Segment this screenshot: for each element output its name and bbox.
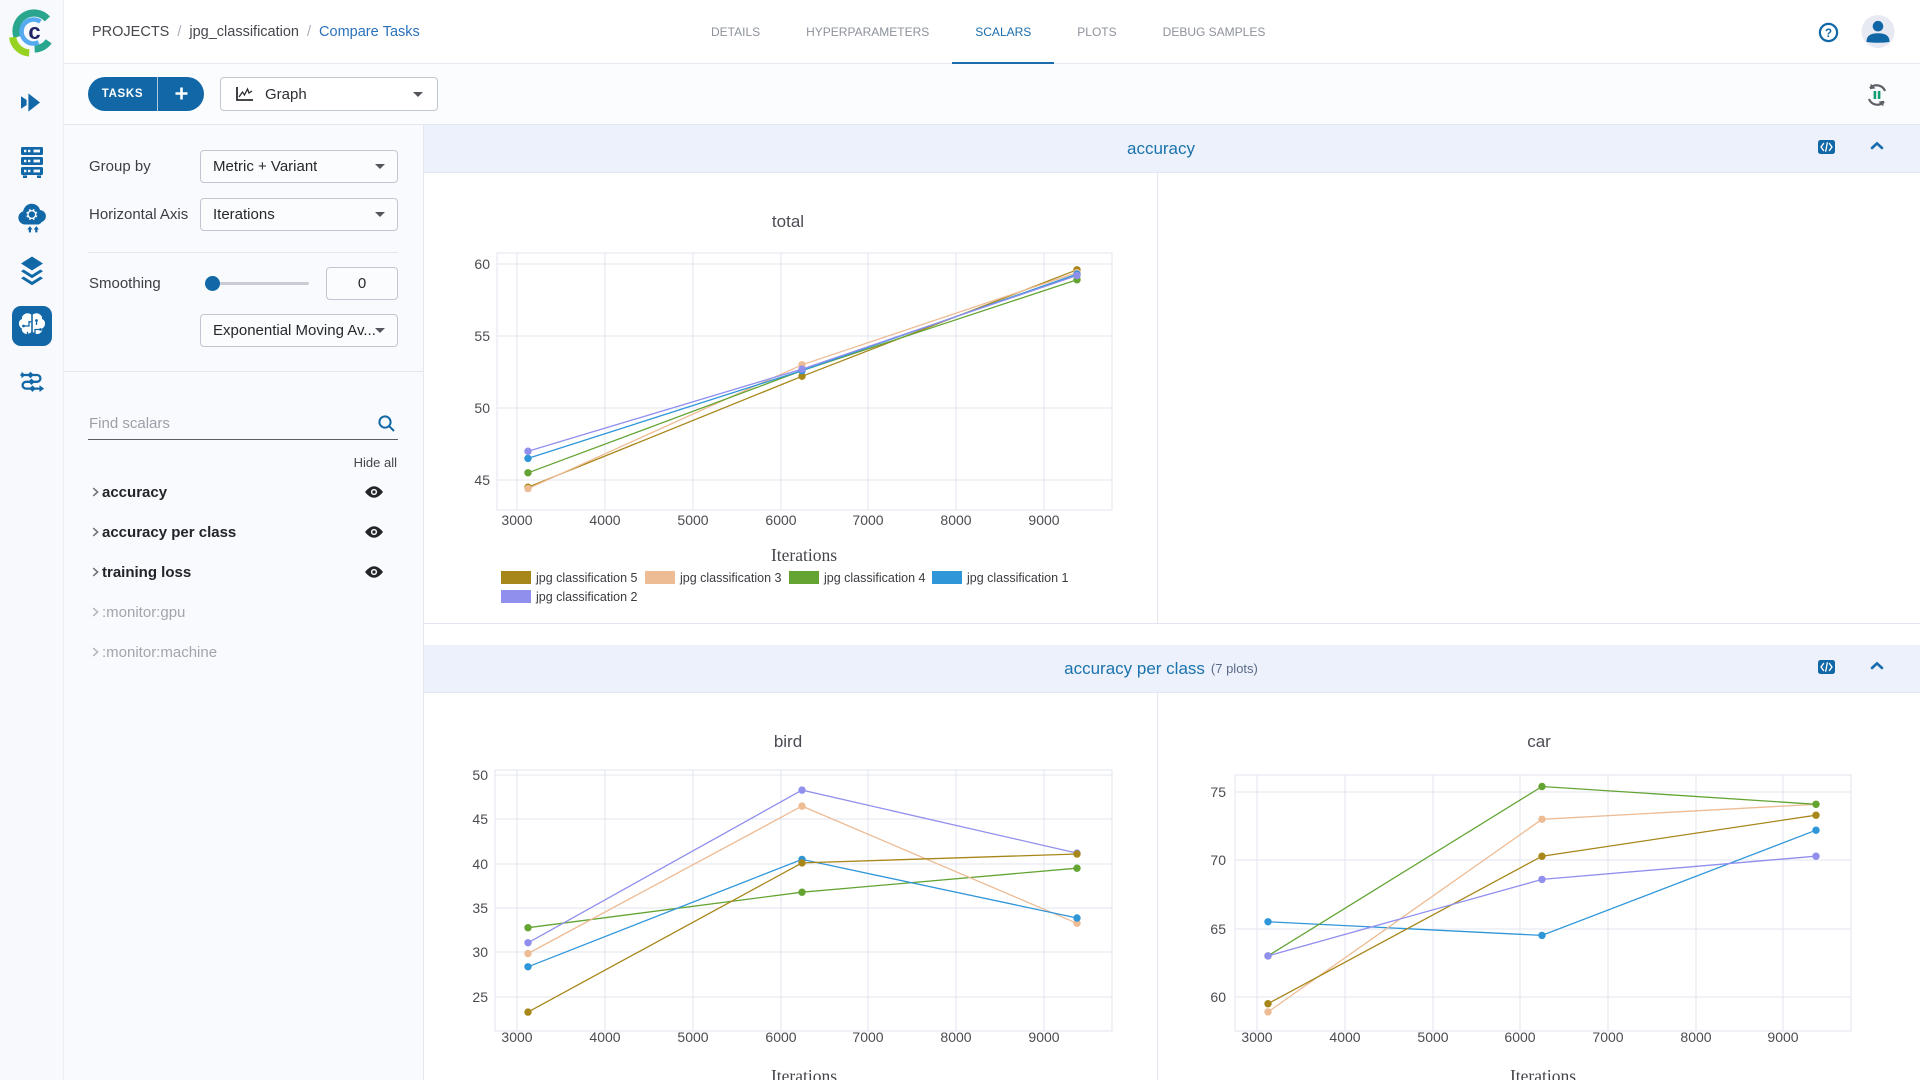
svg-text:8000: 8000 <box>1680 1029 1711 1045</box>
svg-text:70: 70 <box>1210 852 1226 868</box>
svg-text:8000: 8000 <box>940 512 971 528</box>
svg-text:6000: 6000 <box>1504 1029 1535 1045</box>
svg-text:9000: 9000 <box>1028 1029 1059 1045</box>
svg-text:60: 60 <box>474 256 490 272</box>
svg-text:4000: 4000 <box>589 512 620 528</box>
svg-text:Iterations: Iterations <box>771 545 837 565</box>
svg-text:9000: 9000 <box>1767 1029 1798 1045</box>
svg-text:65: 65 <box>1210 921 1226 937</box>
svg-text:7000: 7000 <box>852 512 883 528</box>
svg-text:6000: 6000 <box>765 512 796 528</box>
svg-text:jpg classification 4: jpg classification 4 <box>823 571 925 585</box>
svg-text:5000: 5000 <box>677 512 708 528</box>
svg-text:3000: 3000 <box>501 512 532 528</box>
svg-text:6000: 6000 <box>765 1029 796 1045</box>
svg-text:30: 30 <box>472 944 488 960</box>
svg-text:50: 50 <box>472 767 488 783</box>
svg-text:5000: 5000 <box>677 1029 708 1045</box>
svg-text:55: 55 <box>474 328 490 344</box>
svg-text:5000: 5000 <box>1417 1029 1448 1045</box>
svg-text:total: total <box>772 212 804 231</box>
svg-text:bird: bird <box>774 732 802 751</box>
svg-text:75: 75 <box>1210 784 1226 800</box>
svg-text:Iterations: Iterations <box>1510 1066 1576 1080</box>
svg-text:?: ? <box>1825 28 1832 40</box>
svg-text:35: 35 <box>472 900 488 916</box>
svg-text:3000: 3000 <box>501 1029 532 1045</box>
svg-text:car: car <box>1527 732 1551 751</box>
svg-text:4000: 4000 <box>1329 1029 1360 1045</box>
svg-text:50: 50 <box>474 400 490 416</box>
svg-text:40: 40 <box>472 856 488 872</box>
svg-text:9000: 9000 <box>1028 512 1059 528</box>
svg-text:jpg classification 1: jpg classification 1 <box>966 571 1068 585</box>
svg-text:jpg classification 3: jpg classification 3 <box>679 571 781 585</box>
svg-text:jpg classification 2: jpg classification 2 <box>535 590 637 604</box>
svg-text:60: 60 <box>1210 989 1226 1005</box>
svg-text:3000: 3000 <box>1241 1029 1272 1045</box>
svg-text:8000: 8000 <box>940 1029 971 1045</box>
svg-text:4000: 4000 <box>589 1029 620 1045</box>
svg-text:7000: 7000 <box>1592 1029 1623 1045</box>
svg-text:45: 45 <box>474 472 490 488</box>
svg-text:jpg classification 5: jpg classification 5 <box>535 571 637 585</box>
svg-text:Iterations: Iterations <box>771 1066 837 1080</box>
svg-text:c: c <box>28 19 40 44</box>
svg-text:45: 45 <box>472 811 488 827</box>
svg-text:7000: 7000 <box>852 1029 883 1045</box>
svg-text:25: 25 <box>472 989 488 1005</box>
